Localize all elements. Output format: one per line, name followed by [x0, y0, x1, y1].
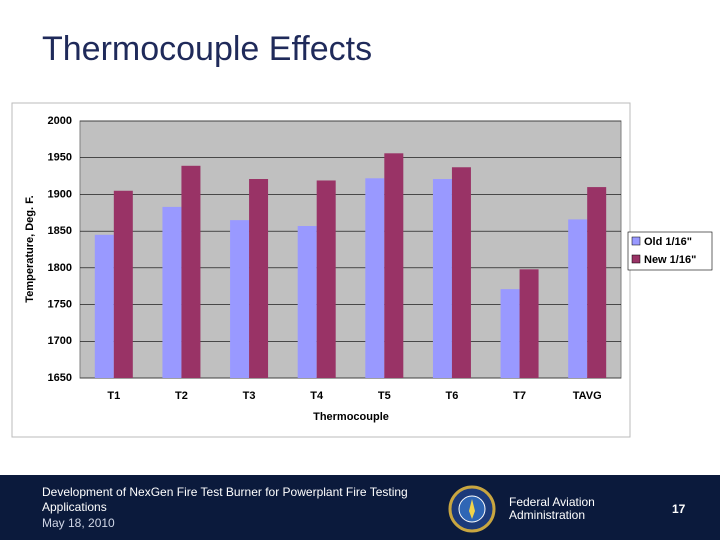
- bar: [249, 179, 269, 378]
- bar: [94, 234, 114, 378]
- bar: [384, 153, 404, 378]
- bar: [316, 180, 336, 378]
- x-tick-label: T1: [107, 390, 120, 402]
- y-tick-label: 1700: [48, 335, 72, 347]
- chart: Thermocouple Temperature, Deg. F. 1650 17…: [11, 102, 713, 438]
- y-tick-label: 1900: [48, 188, 72, 200]
- bar: [587, 187, 607, 378]
- y-tick-label: 1750: [48, 298, 72, 310]
- bar: [500, 289, 520, 378]
- x-tick-label: TAVG: [573, 390, 602, 402]
- y-tick-label: 1850: [48, 225, 72, 237]
- legend-swatch: [631, 236, 641, 246]
- y-tick-label: 2000: [48, 115, 72, 127]
- bar: [181, 165, 201, 378]
- x-axis-label: Thermocouple: [313, 411, 389, 423]
- footer-date: May 18, 2010: [42, 516, 115, 530]
- bar: [113, 190, 133, 378]
- y-axis-label: Temperature, Deg. F.: [24, 195, 36, 302]
- legend-swatch: [631, 254, 641, 264]
- bar: [451, 167, 471, 378]
- bar: [230, 220, 250, 378]
- x-tick-label: T3: [243, 390, 256, 402]
- footer-agency: Federal Aviation Administration: [509, 495, 595, 522]
- legend-label: Old 1/16": [644, 236, 692, 248]
- bar: [519, 269, 539, 378]
- footer-description: Development of NexGen Fire Test Burner f…: [42, 485, 408, 514]
- slide-title: Thermocouple Effects: [42, 30, 373, 68]
- legend-label: New 1/16": [644, 254, 696, 266]
- y-tick-label: 1950: [48, 152, 72, 164]
- bar: [432, 179, 452, 378]
- bar: [297, 226, 317, 378]
- y-tick-label: 1650: [48, 372, 72, 384]
- x-tick-label: T5: [378, 390, 391, 402]
- bar: [365, 178, 385, 378]
- bar: [162, 206, 182, 378]
- page-number: 17: [672, 502, 686, 516]
- bar: [568, 219, 588, 378]
- footer: Development of NexGen Fire Test Burner f…: [0, 475, 720, 540]
- x-tick-label: T7: [513, 390, 526, 402]
- y-tick-label: 1800: [48, 262, 72, 274]
- x-tick-label: T4: [310, 390, 324, 402]
- faa-logo: [448, 485, 496, 533]
- x-tick-label: T2: [175, 390, 188, 402]
- plot-area: [79, 120, 622, 379]
- x-tick-label: T6: [446, 390, 459, 402]
- legend-box: [627, 231, 713, 271]
